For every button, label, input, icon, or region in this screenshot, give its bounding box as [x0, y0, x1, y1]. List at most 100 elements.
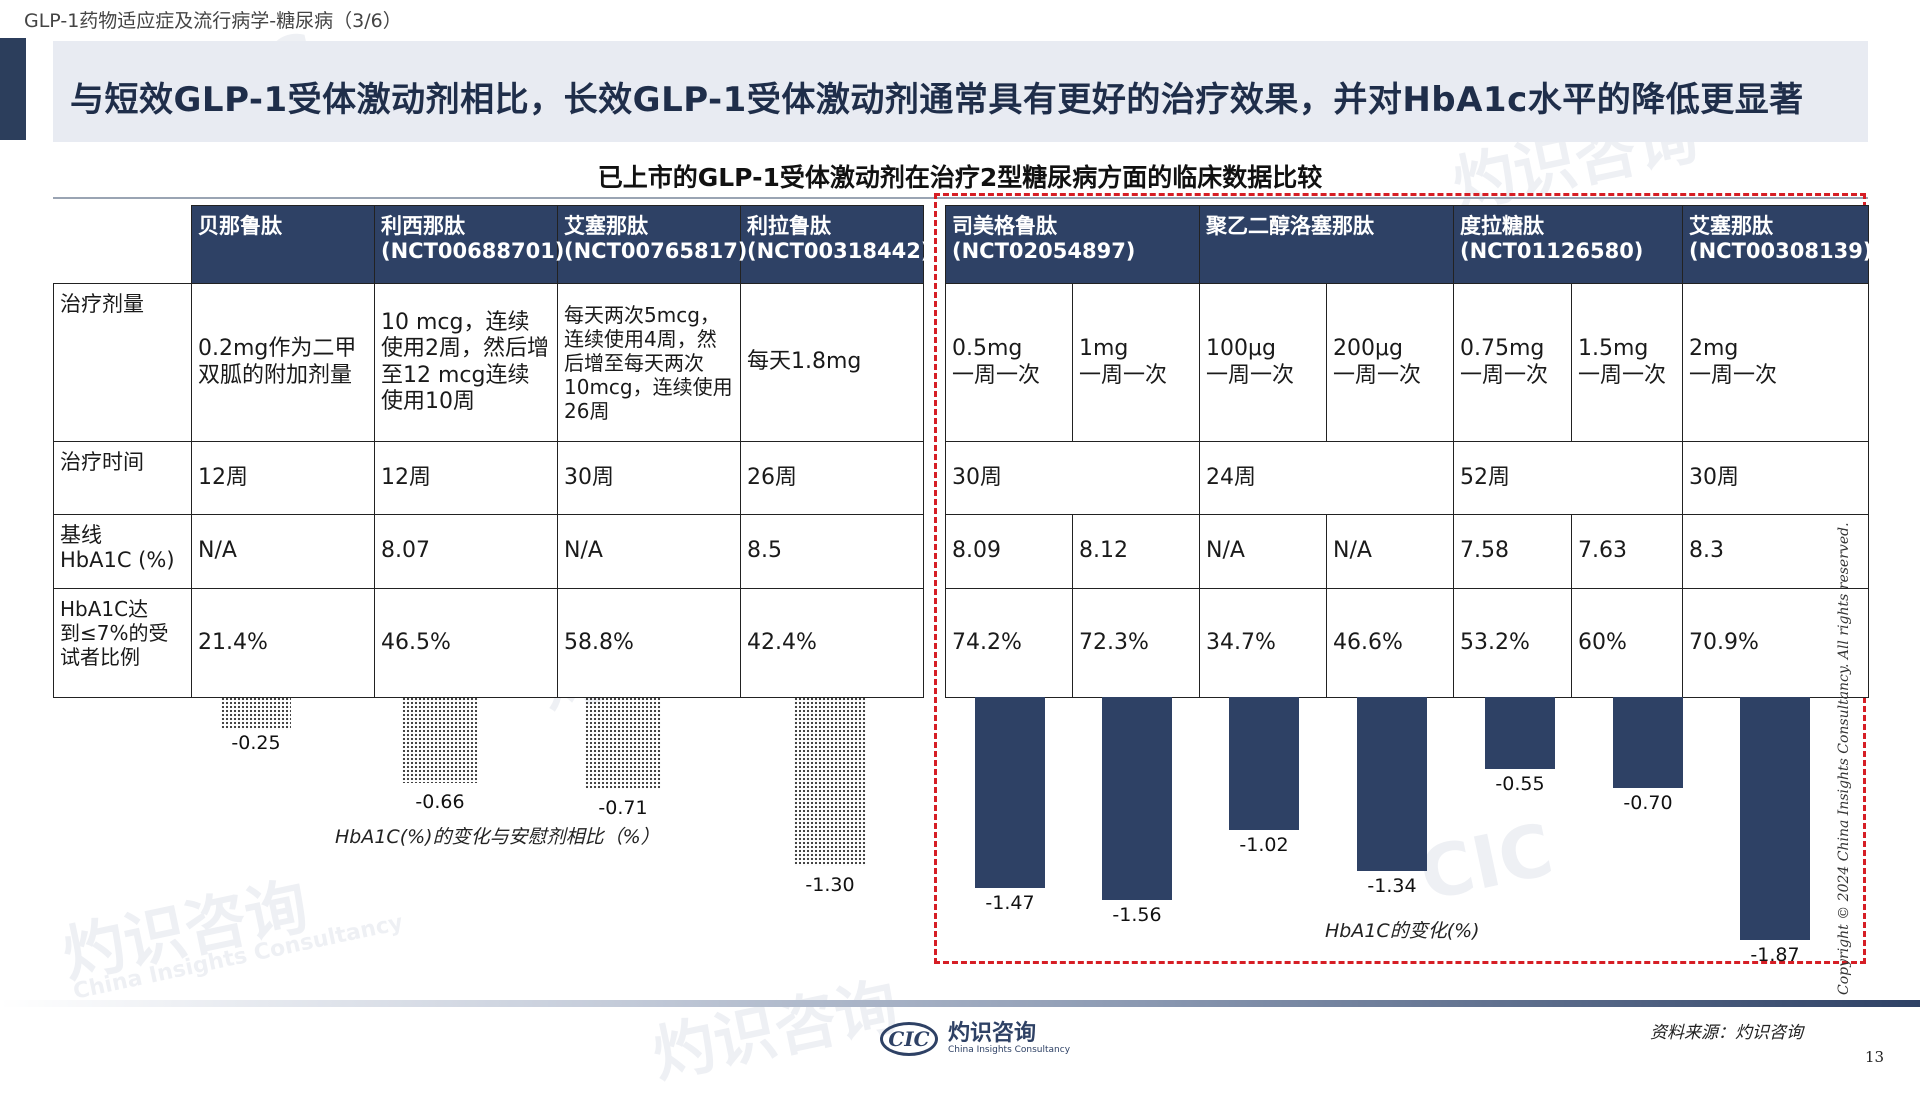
bar-value-label: -1.47 — [985, 892, 1035, 915]
table-cell: 1.5mg 一周一次 — [1571, 283, 1683, 442]
table-row: 8.09 8.12 N/A N/A 7.58 7.63 8.3 — [945, 514, 1869, 589]
table-cell: 46.5% — [374, 588, 558, 698]
short-acting-chart-caption: HbA1C(%)的变化与安慰剂相比（%） — [335, 826, 660, 848]
table-cell: 30周 — [945, 441, 1200, 515]
drug-header: 利西那肽 (NCT00688701) — [374, 205, 564, 284]
table-cell: N/A — [191, 514, 375, 589]
cic-logo-icon: CIC — [880, 1022, 938, 1056]
table-cell: 26周 — [740, 441, 924, 515]
table-cell: 70.9% — [1682, 588, 1869, 698]
bar-long-5 — [1613, 697, 1683, 788]
watermark: 灼识咨询 — [646, 968, 905, 1092]
watermark: China Insights Consultancy — [71, 910, 406, 1005]
table-cell: 53.2% — [1453, 588, 1572, 698]
table-cell: 21.4% — [191, 588, 375, 698]
table-cell: 10 mcg，连续使用2周，然后增至12 mcg连续使用10周 — [374, 283, 558, 442]
bar-long-2 — [1229, 697, 1299, 830]
bar-value-label: -1.34 — [1367, 875, 1417, 898]
table-cell: 12周 — [374, 441, 558, 515]
table-row: 治疗剂量 0.2mg作为二甲双胍的附加剂量 10 mcg，连续使用2周，然后增至… — [53, 283, 924, 442]
table-cell: 74.2% — [945, 588, 1073, 698]
table-cell: 7.58 — [1453, 514, 1572, 589]
table-cell: 1mg 一周一次 — [1072, 283, 1200, 442]
watermark: 灼识咨询 — [56, 868, 315, 992]
table-cell: N/A — [557, 514, 741, 589]
row-label-reach: HbA1C达 到≤7%的受 试者比例 — [53, 588, 192, 698]
title-divider — [53, 197, 1868, 199]
table-cell: 每天1.8mg — [740, 283, 924, 442]
bar-short-1 — [402, 697, 478, 783]
table-cell: 每天两次5mcg，连续使用4周，然后增至每天两次10mcg，连续使用26周 — [557, 283, 741, 442]
page-number: 13 — [1865, 1048, 1885, 1066]
table-cell: 72.3% — [1072, 588, 1200, 698]
bar-long-4 — [1485, 697, 1555, 769]
chart-title: 已上市的GLP-1受体激动剂在治疗2型糖尿病方面的临床数据比较 — [597, 163, 1323, 192]
bar-value-label: -1.56 — [1112, 903, 1162, 926]
drug-header: 贝那鲁肽 — [191, 205, 375, 284]
table-cell: N/A — [1199, 514, 1327, 589]
bar-long-0 — [975, 697, 1045, 889]
table-cell: 58.8% — [557, 588, 741, 698]
table-row: 基线 HbA1C (%) N/A 8.07 N/A 8.5 — [53, 514, 924, 589]
table-cell: 7.63 — [1571, 514, 1683, 589]
table-cell: 8.3 — [1682, 514, 1869, 589]
table-header-row: 司美格鲁肽 (NCT02054897) 聚乙二醇洛塞那肽 度拉糖肽 (NCT01… — [945, 205, 1872, 284]
copyright-notice: Copyright © 2024 China Insights Consulta… — [1836, 522, 1852, 995]
source-note: 资料来源：灼识咨询 — [1650, 1023, 1803, 1043]
drug-header: 司美格鲁肽 (NCT02054897) — [945, 205, 1200, 284]
table-row: 74.2% 72.3% 34.7% 46.6% 53.2% 60% 70.9% — [945, 588, 1869, 698]
table-cell: 200μg 一周一次 — [1326, 283, 1454, 442]
table-cell: 30周 — [1682, 441, 1869, 515]
table-cell: 0.75mg 一周一次 — [1453, 283, 1572, 442]
table-cell: 100μg 一周一次 — [1199, 283, 1327, 442]
bar-value-label: -0.25 — [231, 731, 281, 754]
table-cell: 60% — [1571, 588, 1683, 698]
table-row: 0.5mg 一周一次 1mg 一周一次 100μg 一周一次 200μg 一周一… — [945, 283, 1869, 442]
table-cell: 34.7% — [1199, 588, 1327, 698]
table-cell: 8.5 — [740, 514, 924, 589]
bar-long-1 — [1102, 697, 1172, 900]
row-label-baseline: 基线 HbA1C (%) — [53, 514, 192, 589]
table-cell: 52周 — [1453, 441, 1683, 515]
table-row: 30周 24周 52周 30周 — [945, 441, 1869, 515]
bar-short-2 — [585, 697, 661, 790]
logo-text: 灼识咨询 China Insights Consultancy — [948, 1021, 1071, 1056]
table-cell: N/A — [1326, 514, 1454, 589]
table-row: 治疗时间 12周 12周 30周 26周 — [53, 441, 924, 515]
drug-header: 聚乙二醇洛塞那肽 — [1199, 205, 1454, 284]
logo-cn-name: 灼识咨询 — [948, 1021, 1037, 1046]
long-acting-table: 司美格鲁肽 (NCT02054897) 聚乙二醇洛塞那肽 度拉糖肽 (NCT01… — [945, 205, 1872, 698]
table-cell: 24周 — [1199, 441, 1454, 515]
drug-header: 艾塞那肽 (NCT00308139) — [1682, 205, 1872, 284]
table-row: HbA1C达 到≤7%的受 试者比例 21.4% 46.5% 58.8% 42.… — [53, 588, 924, 698]
bar-value-label: -0.71 — [598, 797, 648, 820]
table-cell: 8.12 — [1072, 514, 1200, 589]
table-header-row: 贝那鲁肽 利西那肽 (NCT00688701) 艾塞那肽 (NCT0076581… — [54, 205, 930, 284]
table-cell: 12周 — [191, 441, 375, 515]
headline-banner — [53, 41, 1868, 142]
table-cell: 30周 — [557, 441, 741, 515]
table-cell: 46.6% — [1326, 588, 1454, 698]
footer-divider — [0, 1000, 1920, 1007]
table-cell: 8.09 — [945, 514, 1073, 589]
bar-short-3 — [794, 697, 866, 866]
page-label: GLP-1药物适应症及流行病学-糖尿病（3/6） — [24, 10, 402, 32]
bar-long-6 — [1740, 697, 1810, 941]
table-cell: 42.4% — [740, 588, 924, 698]
long-acting-chart-caption: HbA1C的变化(%) — [1325, 920, 1480, 942]
bar-value-label: -0.70 — [1623, 792, 1673, 814]
left-accent-bar — [0, 38, 26, 140]
bar-value-label: -1.02 — [1239, 833, 1289, 856]
bar-value-label: -1.87 — [1750, 944, 1800, 967]
headline: 与短效GLP-1受体激动剂相比，长效GLP-1受体激动剂通常具有更好的治疗效果，… — [70, 80, 1804, 120]
table-cell: 0.5mg 一周一次 — [945, 283, 1073, 442]
bar-value-label: -1.30 — [805, 874, 855, 896]
bar-value-label: -0.66 — [415, 790, 465, 813]
row-label-duration: 治疗时间 — [53, 441, 192, 515]
short-acting-table: 贝那鲁肽 利西那肽 (NCT00688701) 艾塞那肽 (NCT0076581… — [53, 205, 930, 698]
logo-en-name: China Insights Consultancy — [948, 1045, 1071, 1055]
drug-header: 艾塞那肽 (NCT00765817) — [557, 205, 747, 284]
drug-header: 利拉鲁肽 (NCT00318442) — [740, 205, 930, 284]
bar-value-label: -0.55 — [1495, 772, 1545, 795]
table-corner — [54, 206, 192, 284]
